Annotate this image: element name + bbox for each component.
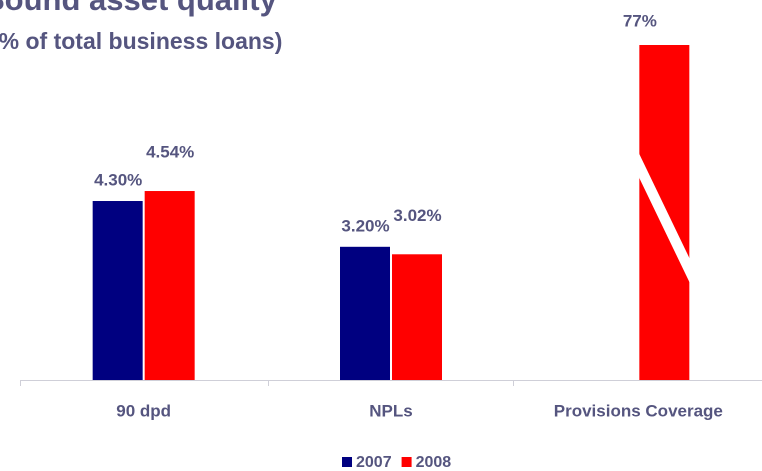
- data-label: 4.30%: [94, 170, 142, 189]
- data-label: 4.54%: [146, 143, 194, 162]
- axis-break: [638, 152, 691, 284]
- legend-label: 2008: [416, 454, 452, 471]
- bar: [392, 254, 442, 380]
- legend-label: 2007: [356, 454, 392, 471]
- data-label: 3.20%: [341, 216, 389, 235]
- data-label: 77%: [623, 11, 657, 30]
- bar: [92, 201, 143, 380]
- legend-swatch: [401, 457, 412, 467]
- legend-swatch: [342, 457, 352, 467]
- chart-subtitle: (% of total business loans): [0, 28, 282, 54]
- data-label: 3.02%: [393, 206, 441, 225]
- x-tick-label: Provisions Coverage: [554, 401, 723, 420]
- bar: [340, 246, 390, 380]
- x-tick-label: 90 dpd: [116, 401, 171, 420]
- x-tick-label: NPLs: [369, 401, 412, 420]
- bar: [144, 191, 195, 380]
- chart-title: Sound asset quality: [0, 0, 278, 17]
